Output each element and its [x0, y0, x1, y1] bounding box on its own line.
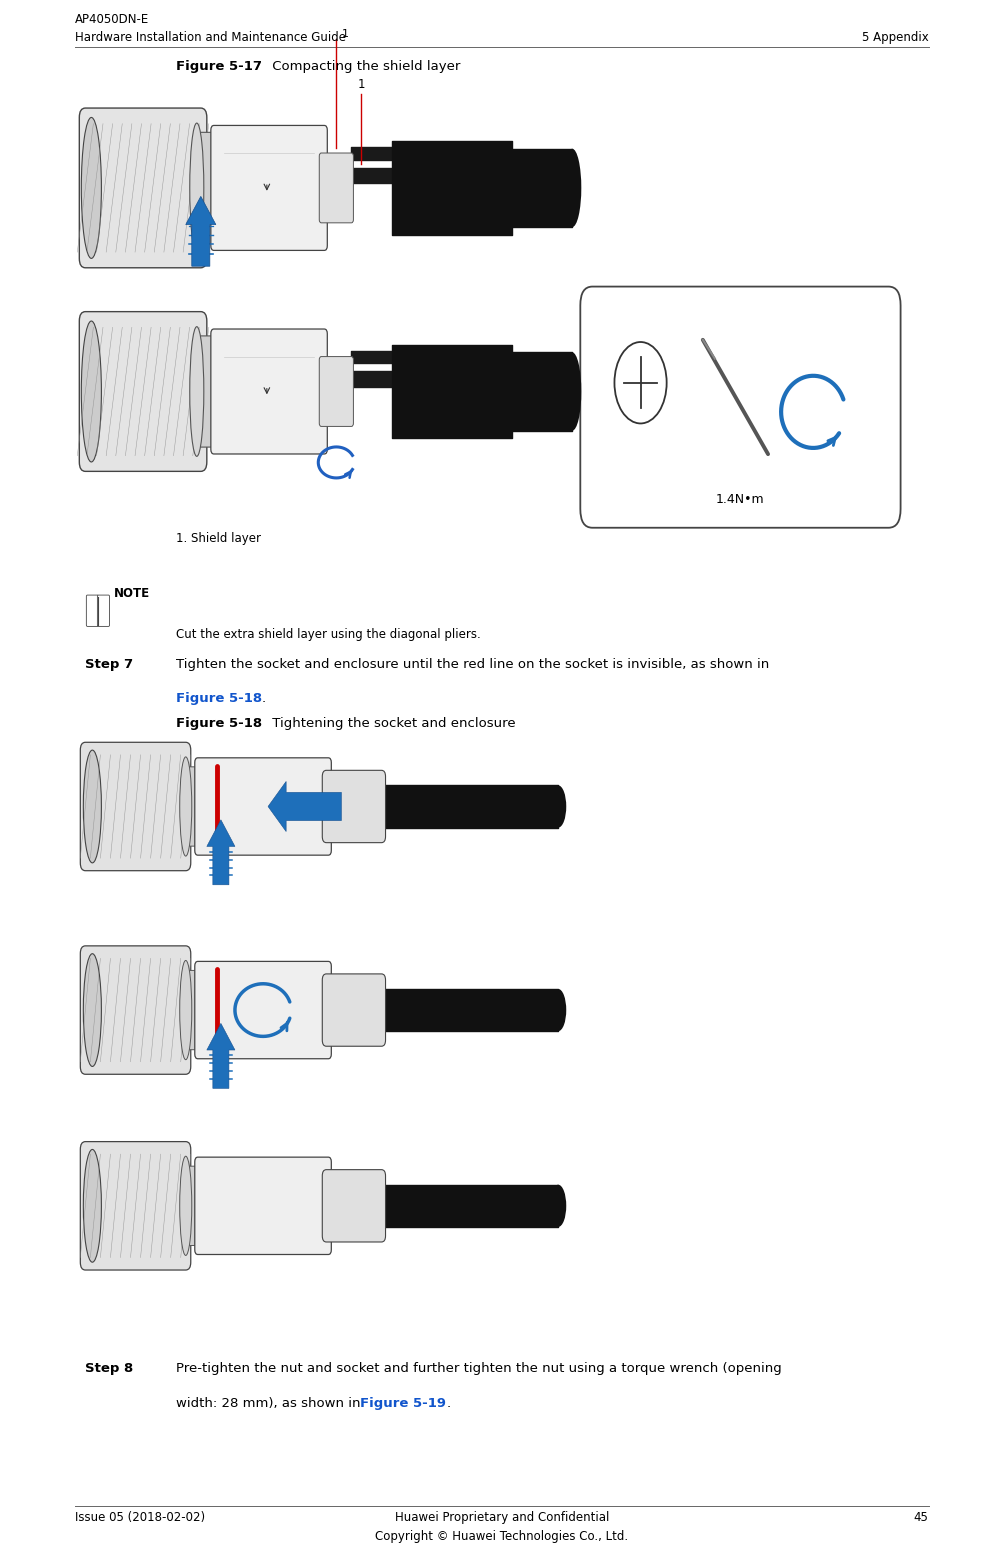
FancyBboxPatch shape	[79, 312, 207, 471]
FancyBboxPatch shape	[183, 1167, 203, 1245]
Text: Huawei Proprietary and Confidential: Huawei Proprietary and Confidential	[394, 1511, 609, 1524]
Text: Figure 5-18: Figure 5-18	[176, 692, 262, 705]
FancyBboxPatch shape	[322, 974, 385, 1046]
Text: 1: 1	[341, 30, 348, 39]
FancyBboxPatch shape	[244, 993, 285, 1027]
Text: 45: 45	[913, 1511, 928, 1524]
FancyArrow shape	[207, 1024, 235, 1088]
Ellipse shape	[190, 124, 204, 252]
FancyBboxPatch shape	[244, 1189, 285, 1223]
Text: 1. Shield layer: 1. Shield layer	[176, 532, 261, 545]
FancyBboxPatch shape	[245, 164, 289, 211]
Ellipse shape	[550, 786, 566, 827]
Ellipse shape	[180, 1156, 192, 1256]
Text: .: .	[262, 692, 266, 705]
FancyBboxPatch shape	[86, 595, 98, 626]
Text: Step 8: Step 8	[85, 1362, 133, 1375]
FancyBboxPatch shape	[319, 357, 353, 426]
Ellipse shape	[180, 960, 192, 1060]
Text: Issue 05 (2018-02-02): Issue 05 (2018-02-02)	[75, 1511, 206, 1524]
Text: Figure 5-18: Figure 5-18	[176, 717, 262, 730]
FancyBboxPatch shape	[319, 153, 353, 222]
Text: Compacting the shield layer: Compacting the shield layer	[268, 60, 460, 72]
FancyBboxPatch shape	[80, 1142, 191, 1270]
FancyBboxPatch shape	[80, 742, 191, 871]
Text: Figure 5-19: Figure 5-19	[360, 1397, 446, 1409]
FancyArrow shape	[268, 781, 341, 832]
FancyBboxPatch shape	[211, 125, 327, 251]
FancyBboxPatch shape	[183, 971, 203, 1049]
Text: AP4050DN-E: AP4050DN-E	[75, 13, 149, 25]
Text: .: .	[446, 1397, 450, 1409]
Text: Figure 5-17: Figure 5-17	[176, 60, 262, 72]
FancyBboxPatch shape	[195, 758, 331, 855]
Text: width: 28 mm), as shown in: width: 28 mm), as shown in	[176, 1397, 364, 1409]
FancyBboxPatch shape	[195, 962, 331, 1059]
Text: 5 Appendix: 5 Appendix	[862, 31, 928, 44]
Ellipse shape	[83, 954, 101, 1066]
Ellipse shape	[81, 117, 101, 258]
FancyBboxPatch shape	[211, 329, 327, 454]
Ellipse shape	[180, 756, 192, 857]
FancyBboxPatch shape	[79, 108, 207, 268]
Text: Pre-tighten the nut and socket and further tighten the nut using a torque wrench: Pre-tighten the nut and socket and furth…	[176, 1362, 780, 1375]
Text: 1: 1	[357, 78, 364, 91]
FancyBboxPatch shape	[183, 767, 203, 846]
Text: Tightening the socket and enclosure: Tightening the socket and enclosure	[268, 717, 516, 730]
Ellipse shape	[563, 352, 581, 431]
Text: Cut the extra shield layer using the diagonal pliers.: Cut the extra shield layer using the dia…	[176, 628, 480, 640]
Ellipse shape	[550, 990, 566, 1030]
Ellipse shape	[190, 327, 204, 456]
Ellipse shape	[83, 750, 101, 863]
Text: 1.4N•m: 1.4N•m	[715, 493, 764, 506]
FancyArrow shape	[186, 196, 216, 266]
Text: Tighten the socket and enclosure until the red line on the socket is invisible, : Tighten the socket and enclosure until t…	[176, 658, 768, 670]
FancyBboxPatch shape	[97, 595, 109, 626]
FancyBboxPatch shape	[322, 770, 385, 843]
FancyArrow shape	[207, 819, 235, 885]
FancyBboxPatch shape	[244, 789, 285, 824]
Ellipse shape	[81, 321, 101, 462]
FancyBboxPatch shape	[322, 1170, 385, 1242]
FancyBboxPatch shape	[245, 368, 289, 415]
FancyBboxPatch shape	[195, 1157, 331, 1254]
Ellipse shape	[563, 149, 581, 227]
Text: Step 7: Step 7	[85, 658, 133, 670]
Text: Copyright © Huawei Technologies Co., Ltd.: Copyright © Huawei Technologies Co., Ltd…	[375, 1530, 628, 1543]
FancyBboxPatch shape	[194, 132, 220, 243]
FancyBboxPatch shape	[580, 287, 900, 528]
FancyBboxPatch shape	[80, 946, 191, 1074]
Text: Hardware Installation and Maintenance Guide: Hardware Installation and Maintenance Gu…	[75, 31, 346, 44]
Ellipse shape	[550, 1185, 566, 1226]
Text: NOTE: NOTE	[113, 587, 149, 600]
Ellipse shape	[83, 1149, 101, 1262]
FancyBboxPatch shape	[194, 335, 220, 448]
